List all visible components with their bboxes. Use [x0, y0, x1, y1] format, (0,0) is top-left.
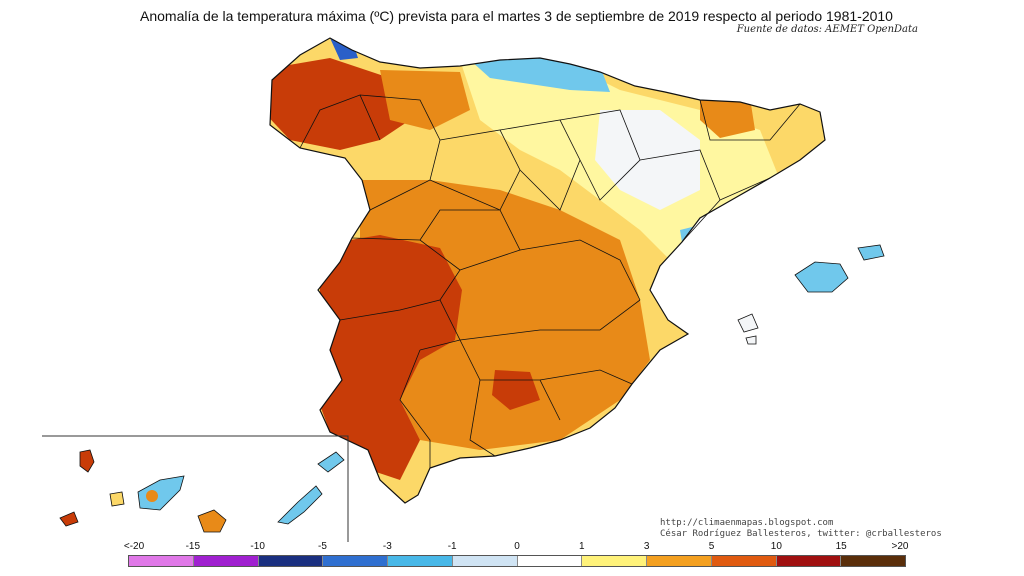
- legend-tick-label: 0: [514, 541, 520, 552]
- anomaly-zone-strong-extremadura: [318, 235, 462, 480]
- legend-swatch: [776, 556, 842, 566]
- legend-swatch: [452, 556, 518, 566]
- legend-swatch: [129, 556, 194, 566]
- legend-tick-label: -5: [318, 541, 327, 552]
- mallorca: [794, 261, 849, 293]
- legend-tick-label: 10: [770, 541, 782, 552]
- ibiza: [737, 313, 759, 333]
- balearic-islands: [737, 244, 885, 345]
- anomaly-zone-neutral-ebro: [595, 110, 700, 210]
- legend-swatch: [193, 556, 259, 566]
- legend-swatch: [388, 556, 453, 566]
- map-title: Anomalía de la temperatura máxima (ºC) p…: [140, 8, 893, 24]
- legend-tick-label: -10: [250, 541, 265, 552]
- credits: http://climaenmapas.blogspot.com César R…: [660, 518, 942, 540]
- legend-swatch: [323, 556, 388, 566]
- legend-tick-label: <-20: [123, 541, 145, 552]
- legend-tick-label: >20: [891, 541, 909, 552]
- blog-url[interactable]: http://climaenmapas.blogspot.com: [660, 518, 834, 528]
- legend-swatch: [647, 556, 712, 566]
- formentera: [745, 335, 757, 345]
- author-credit: César Rodríguez Ballesteros, twitter: @c…: [660, 529, 942, 539]
- menorca: [857, 244, 885, 261]
- inset-frame: [42, 435, 349, 542]
- el-hierro: [59, 511, 79, 527]
- legend-tick-label: -15: [185, 541, 201, 552]
- la-palma: [79, 449, 95, 473]
- province-borders: [269, 37, 826, 504]
- gran-canaria: [197, 509, 227, 533]
- legend-tick-label: 1: [579, 541, 585, 552]
- legend-swatch: [841, 556, 905, 566]
- legend-tick-label: -1: [447, 541, 457, 552]
- data-source: Fuente de datos: AEMET OpenData: [736, 24, 918, 35]
- legend-swatch: [582, 556, 647, 566]
- legend-tick-labels: <-20 -15 -10 -5 -3 -1 0 1 3 5 10 15 >20: [0, 541, 1024, 553]
- lanzarote: [317, 451, 345, 473]
- legend-tick-label: 5: [708, 541, 715, 552]
- legend-tick-label: -3: [382, 541, 392, 552]
- anomaly-zone-warm-north: [380, 70, 470, 130]
- mainland-spain: [269, 37, 826, 504]
- la-gomera: [109, 491, 125, 507]
- anomaly-zone-warm-navarra: [700, 92, 755, 138]
- legend-tick-label: 3: [643, 541, 650, 552]
- legend-swatch: [517, 556, 583, 566]
- tenerife-hotspot: [146, 490, 158, 502]
- color-legend: [128, 555, 906, 567]
- legend-swatch: [258, 556, 324, 566]
- fuerteventura: [277, 485, 323, 525]
- tenerife: [137, 475, 185, 511]
- canary-inset: [42, 435, 349, 542]
- legend-swatch: [711, 556, 777, 566]
- legend-tick-label: 15: [835, 541, 847, 552]
